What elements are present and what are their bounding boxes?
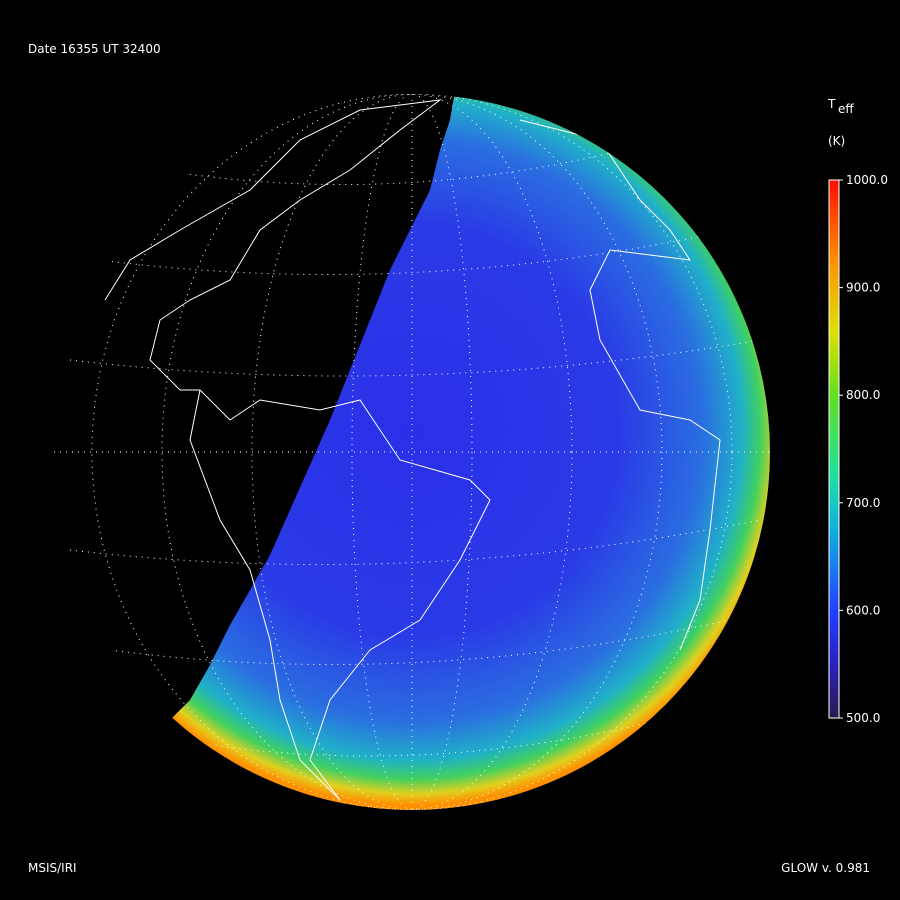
colorbar <box>828 179 840 719</box>
dayside <box>170 94 770 810</box>
globe <box>54 94 770 810</box>
colorbar-tick-label: 500.0 <box>846 711 880 725</box>
colorbar-tick-label: 600.0 <box>846 603 880 617</box>
colorbar-tick-label: 700.0 <box>846 496 880 510</box>
graticule <box>54 94 770 810</box>
title: Date 16355 UT 32400 <box>28 42 161 56</box>
colorbar-tick-label: 900.0 <box>846 281 880 295</box>
colorbar-tick-label: 800.0 <box>846 388 880 402</box>
colorbar-unit: (K) <box>828 134 845 148</box>
colorbar-tick-label: 1000.0 <box>846 173 888 187</box>
footer-right: GLOW v. 0.981 <box>781 861 870 875</box>
footer-left: MSIS/IRI <box>28 861 77 875</box>
colorbar-title-sub: eff <box>838 102 854 116</box>
colorbar-title: T <box>827 97 836 111</box>
coastlines <box>104 99 721 801</box>
